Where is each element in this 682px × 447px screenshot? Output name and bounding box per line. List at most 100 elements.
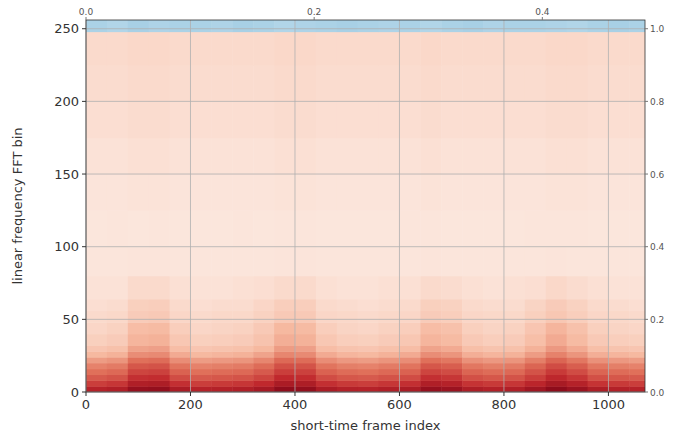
heatmap-cell <box>107 380 128 386</box>
heatmap-cells <box>86 20 645 392</box>
heatmap-cell <box>608 311 629 323</box>
grid-line <box>294 20 295 392</box>
heatmap-cell <box>608 65 629 102</box>
heatmap-cell <box>316 322 337 334</box>
tick-label: 1.0 <box>650 24 665 34</box>
heatmap-cell <box>211 276 232 300</box>
heatmap-cell <box>608 299 629 311</box>
heatmap-cell <box>629 375 645 381</box>
heatmap-cell <box>211 299 232 311</box>
heatmap-cell <box>274 247 295 277</box>
heatmap-cell <box>149 210 170 247</box>
heatmap-cell <box>149 386 170 392</box>
heatmap-cell <box>420 311 441 323</box>
heatmap-cell <box>462 276 483 300</box>
heatmap-cell <box>525 357 546 363</box>
heatmap-cell <box>274 32 295 66</box>
heatmap-cell <box>337 375 358 381</box>
heatmap-cell <box>504 386 525 392</box>
heatmap-cell <box>441 20 462 32</box>
heatmap-cell <box>253 276 274 300</box>
tick <box>82 246 86 247</box>
heatmap-cell <box>629 276 645 300</box>
tick-label: 0.2 <box>307 7 321 17</box>
heatmap-cell <box>358 334 379 346</box>
heatmap-cell <box>504 322 525 334</box>
heatmap-cell <box>170 375 191 381</box>
heatmap-cell <box>86 357 107 363</box>
heatmap-cell <box>337 65 358 102</box>
heatmap-cell <box>358 351 379 357</box>
heatmap-cell <box>399 138 420 175</box>
heatmap-cell <box>107 101 128 138</box>
heatmap-cell <box>149 369 170 375</box>
heatmap-cell <box>546 369 567 375</box>
heatmap-cell <box>211 334 232 346</box>
axis-title: linear frequency FFT bin <box>10 127 25 284</box>
heatmap-cell <box>608 375 629 381</box>
heatmap-cell <box>525 32 546 66</box>
heatmap-cell <box>337 247 358 277</box>
heatmap-cell <box>608 101 629 138</box>
heatmap-cell <box>190 380 211 386</box>
heatmap-cell <box>525 346 546 352</box>
heatmap-cell <box>567 101 588 138</box>
heatmap-cell <box>608 32 629 66</box>
heatmap-cell <box>546 65 567 102</box>
heatmap-cell <box>546 101 567 138</box>
tick <box>645 101 648 102</box>
heatmap-cell <box>232 380 253 386</box>
heatmap-cell <box>588 346 609 352</box>
heatmap-cell <box>525 334 546 346</box>
heatmap-cell <box>295 174 316 211</box>
heatmap-cell <box>567 363 588 369</box>
heatmap-cell <box>274 311 295 323</box>
heatmap-cell <box>149 346 170 352</box>
heatmap-cell <box>190 386 211 392</box>
heatmap-cell <box>358 65 379 102</box>
heatmap-cell <box>316 247 337 277</box>
heatmap-cell <box>107 174 128 211</box>
heatmap-cell <box>316 32 337 66</box>
heatmap-cell <box>358 363 379 369</box>
heatmap-cell <box>358 375 379 381</box>
heatmap-cell <box>170 65 191 102</box>
heatmap-cell <box>483 247 504 277</box>
heatmap-cell <box>567 276 588 300</box>
heatmap-cell <box>274 357 295 363</box>
chart: 020040060080010000501001502002500.00.20.… <box>0 0 682 447</box>
heatmap-cell <box>149 311 170 323</box>
heatmap-cell <box>462 247 483 277</box>
heatmap-cell <box>190 334 211 346</box>
heatmap-cell <box>441 65 462 102</box>
heatmap-cell <box>86 65 107 102</box>
heatmap-cell <box>316 386 337 392</box>
heatmap-cell <box>86 20 107 32</box>
heatmap-cell <box>295 357 316 363</box>
heatmap-cell <box>253 334 274 346</box>
heatmap-cell <box>379 138 400 175</box>
heatmap-cell <box>546 20 567 32</box>
heatmap-cell <box>588 322 609 334</box>
heatmap-cell <box>483 299 504 311</box>
heatmap-cell <box>128 369 149 375</box>
grid-line <box>608 20 609 392</box>
tick-label: 0.4 <box>650 242 665 252</box>
heatmap-cell <box>295 101 316 138</box>
heatmap-cell <box>629 174 645 211</box>
heatmap-cell <box>379 299 400 311</box>
heatmap-cell <box>608 247 629 277</box>
heatmap-cell <box>190 357 211 363</box>
heatmap-cell <box>86 322 107 334</box>
heatmap-cell <box>190 299 211 311</box>
heatmap-cell <box>379 375 400 381</box>
heatmap-cell <box>128 375 149 381</box>
heatmap-cell <box>190 210 211 247</box>
tick-label: 0 <box>71 385 79 400</box>
heatmap-cell <box>316 138 337 175</box>
heatmap-cell <box>567 351 588 357</box>
heatmap-cell <box>190 101 211 138</box>
heatmap-cell <box>337 380 358 386</box>
heatmap-cell <box>316 174 337 211</box>
heatmap-cell <box>107 276 128 300</box>
